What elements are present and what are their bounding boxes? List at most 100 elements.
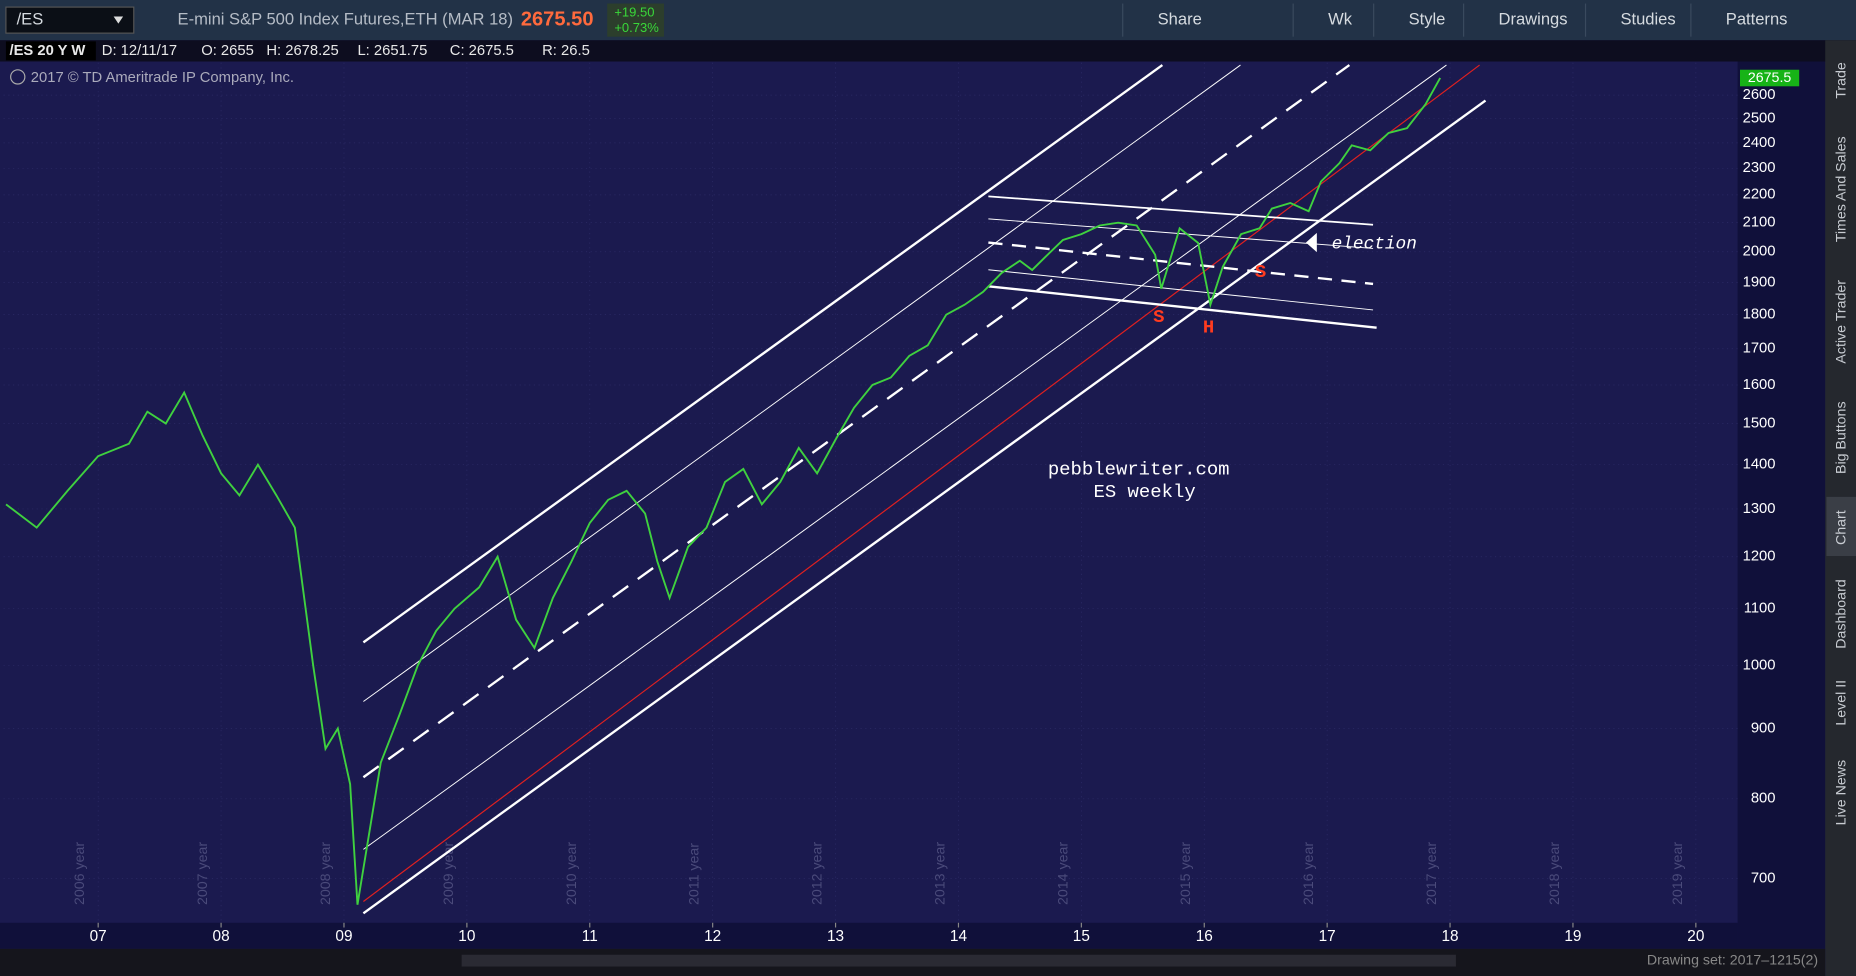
symbol: /ES [17,9,44,28]
x-tick-label: 15 [1073,928,1090,945]
y-tick-label: 2400 [1743,135,1776,151]
y-tick-label: 1100 [1744,601,1776,617]
y-tick-label: 1900 [1743,274,1776,290]
y-tick-label: 1800 [1743,307,1776,323]
y-tick-label: 1500 [1743,415,1776,431]
channel-line [363,64,1447,850]
copyright: 2017 © TD Ameritrade IP Company, Inc. [31,70,294,86]
x-tick-label: 16 [1196,928,1213,945]
side-tab[interactable]: Big Buttons [1834,401,1850,474]
arrow [1305,232,1317,253]
x-tick-label: 12 [704,928,721,945]
trendlines [362,64,1487,915]
info-open: O: 2655 [201,43,254,59]
year-marker: 2014 year [1055,842,1071,905]
info-icon[interactable] [10,69,26,85]
pattern-label: S [1255,261,1266,283]
toolbar-button[interactable] [1122,3,1124,37]
y-tick-label: 2100 [1743,215,1776,231]
year-marker: 2010 year [564,842,580,905]
annotation: election [1332,234,1417,254]
y-tick-label: 1200 [1743,549,1776,565]
last-price: 2675.50 [521,8,594,30]
price-axis [1737,61,1826,949]
y-tick-label: 1000 [1743,657,1776,673]
symbol-box[interactable] [5,6,135,34]
last-price-label: 2675.5 [1748,70,1792,86]
toolbar-button[interactable] [1584,3,1587,37]
side-tab[interactable]: Trade [1834,62,1850,99]
price-line [5,77,1442,905]
year-marker: 2019 year [1670,842,1686,905]
x-tick-label: 18 [1441,928,1458,945]
x-tick-label: 17 [1319,928,1336,945]
x-tick-label: 09 [335,928,352,945]
info-symbol: /ES 20 Y W [9,43,85,59]
toolbar-button-label[interactable]: Style [1409,9,1446,28]
side-tab[interactable]: Chart [1834,510,1850,545]
year-marker: 2011 year [687,843,703,905]
change: +19.50 [614,4,654,19]
side-tab[interactable]: Level II [1834,680,1850,726]
toolbar-button[interactable] [1292,3,1294,37]
pattern-label: H [1203,317,1214,339]
y-tick-label: 2000 [1743,244,1776,260]
y-tick-label: 1600 [1743,377,1776,393]
change-pct: +0.73% [614,20,659,35]
year-marker: 2012 year [810,842,826,905]
y-tick-label: 1300 [1743,501,1776,517]
x-tick-label: 10 [458,928,475,945]
toolbar-button[interactable] [1463,3,1465,37]
channel-bottom [362,99,1487,915]
y-tick-label: 800 [1751,791,1776,807]
dropdown-icon[interactable] [113,16,124,24]
y-tick-label: 900 [1751,720,1776,736]
year-marker: 2013 year [932,842,948,905]
side-tab[interactable]: Live News [1834,760,1850,825]
toolbar-button-label[interactable]: Patterns [1726,9,1788,28]
year-marker: 2009 year [441,842,457,905]
last-price-box [1740,69,1800,87]
x-tick-label: 19 [1564,928,1581,945]
scrollbar[interactable] [461,954,1456,967]
toolbar-button-label[interactable]: Drawings [1499,9,1568,28]
range-line [988,195,1374,226]
x-tick-label: 14 [950,928,968,945]
toolbar-button-label[interactable]: Studies [1620,9,1675,28]
year-marker: 2006 year [72,842,88,905]
toolbar [0,0,1856,41]
y-tick-label: 2600 [1743,87,1776,103]
time-axis [0,922,1738,949]
channel-mid [362,64,1351,779]
drawing-set: Drawing set: 2017–1215(2) [1647,952,1818,968]
x-tick-label: 11 [582,928,598,945]
watermark: ES weekly [1093,481,1195,503]
toolbar-button[interactable] [1373,3,1375,37]
side-tab[interactable]: Active Trader [1834,280,1850,364]
y-tick-label: 2300 [1743,160,1776,176]
year-marker: 2007 year [195,842,211,905]
side-tab[interactable]: Dashboard [1834,579,1850,648]
info-date: D: 12/11/17 [102,43,177,59]
pattern-label: S [1153,306,1164,328]
info-bar [0,40,1856,62]
year-marker: 2015 year [1178,842,1194,905]
toolbar-button-label[interactable]: Share [1158,9,1202,28]
change-box [607,3,665,37]
side-tab[interactable]: Times And Sales [1834,136,1850,242]
active-tab[interactable] [1826,496,1856,557]
info-range: R: 26.5 [542,43,590,59]
channel-top [362,64,1164,644]
toolbar-button[interactable] [1690,3,1692,37]
info-high: H: 2678.25 [266,43,338,59]
info-close: C: 2675.5 [450,43,514,59]
y-tick-label: 1700 [1743,341,1776,357]
toolbar-button-label[interactable]: Wk [1328,9,1353,28]
range-mid [988,241,1374,286]
year-marker: 2016 year [1301,842,1317,905]
y-tick-label: 2200 [1743,187,1776,203]
y-tick-label: 2500 [1743,110,1776,126]
info-symbol-box [5,41,96,61]
